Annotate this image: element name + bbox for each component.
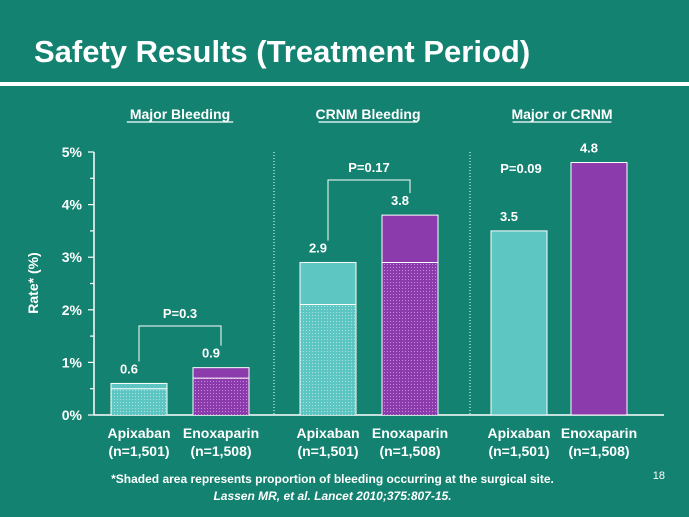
page-number: 18 (652, 470, 665, 482)
category-label-n: (n=1,508) (568, 443, 629, 459)
category-label-n: (n=1,501) (488, 443, 549, 459)
slide-title: Safety Results (Treatment Period) (34, 34, 531, 69)
y-tick-label: 5% (62, 144, 83, 160)
p-value-bracket (138, 325, 222, 362)
enoxaparin-surgical-site-segment (382, 262, 438, 415)
y-axis-title: Rate* (%) (25, 252, 41, 313)
category-label-drug: Apixaban (107, 425, 170, 441)
bar-value-label: 2.9 (309, 240, 327, 255)
enoxaparin-surgical-site-segment (193, 378, 249, 415)
p-value-label: P=0.3 (163, 306, 197, 321)
group-header: Major Bleeding (130, 106, 230, 122)
y-tick-label: 2% (62, 302, 83, 318)
group-header: CRNM Bleeding (316, 106, 421, 122)
category-label-n: (n=1,508) (379, 443, 440, 459)
apixaban-surgical-site-segment (111, 388, 167, 415)
category-label-n: (n=1,501) (297, 443, 358, 459)
bar-value-label: 0.9 (202, 346, 220, 361)
category-label-drug: Apixaban (487, 425, 550, 441)
enoxaparin-bar (570, 162, 628, 416)
y-tick-label: 1% (62, 354, 83, 370)
footnote: *Shaded area represents proportion of bl… (111, 472, 554, 486)
category-label-drug: Enoxaparin (372, 425, 448, 441)
bar-value-label: 0.6 (120, 361, 138, 376)
y-tick-label: 4% (62, 197, 83, 213)
apixaban-surgical-site-segment (300, 304, 356, 415)
bar-value-label: 3.5 (500, 209, 518, 224)
bar-value-label: 4.8 (580, 141, 598, 156)
title-divider (0, 82, 689, 86)
category-label-n: (n=1,501) (108, 443, 169, 459)
p-value-bracket (327, 179, 411, 241)
category-label-drug: Enoxaparin (183, 425, 259, 441)
apixaban-bar (490, 230, 548, 416)
y-tick-label: 3% (62, 249, 83, 265)
group-header: Major or CRNM (511, 106, 612, 122)
category-label-drug: Enoxaparin (561, 425, 637, 441)
bar-value-label: 3.8 (391, 193, 409, 208)
category-label-drug: Apixaban (296, 425, 359, 441)
p-value-label: P=0.09 (500, 161, 542, 176)
category-label-n: (n=1,508) (190, 443, 251, 459)
y-tick-label: 0% (62, 407, 83, 423)
citation: Lassen MR, et al. Lancet 2010;375:807-15… (213, 489, 452, 503)
p-value-label: P=0.17 (348, 160, 390, 175)
